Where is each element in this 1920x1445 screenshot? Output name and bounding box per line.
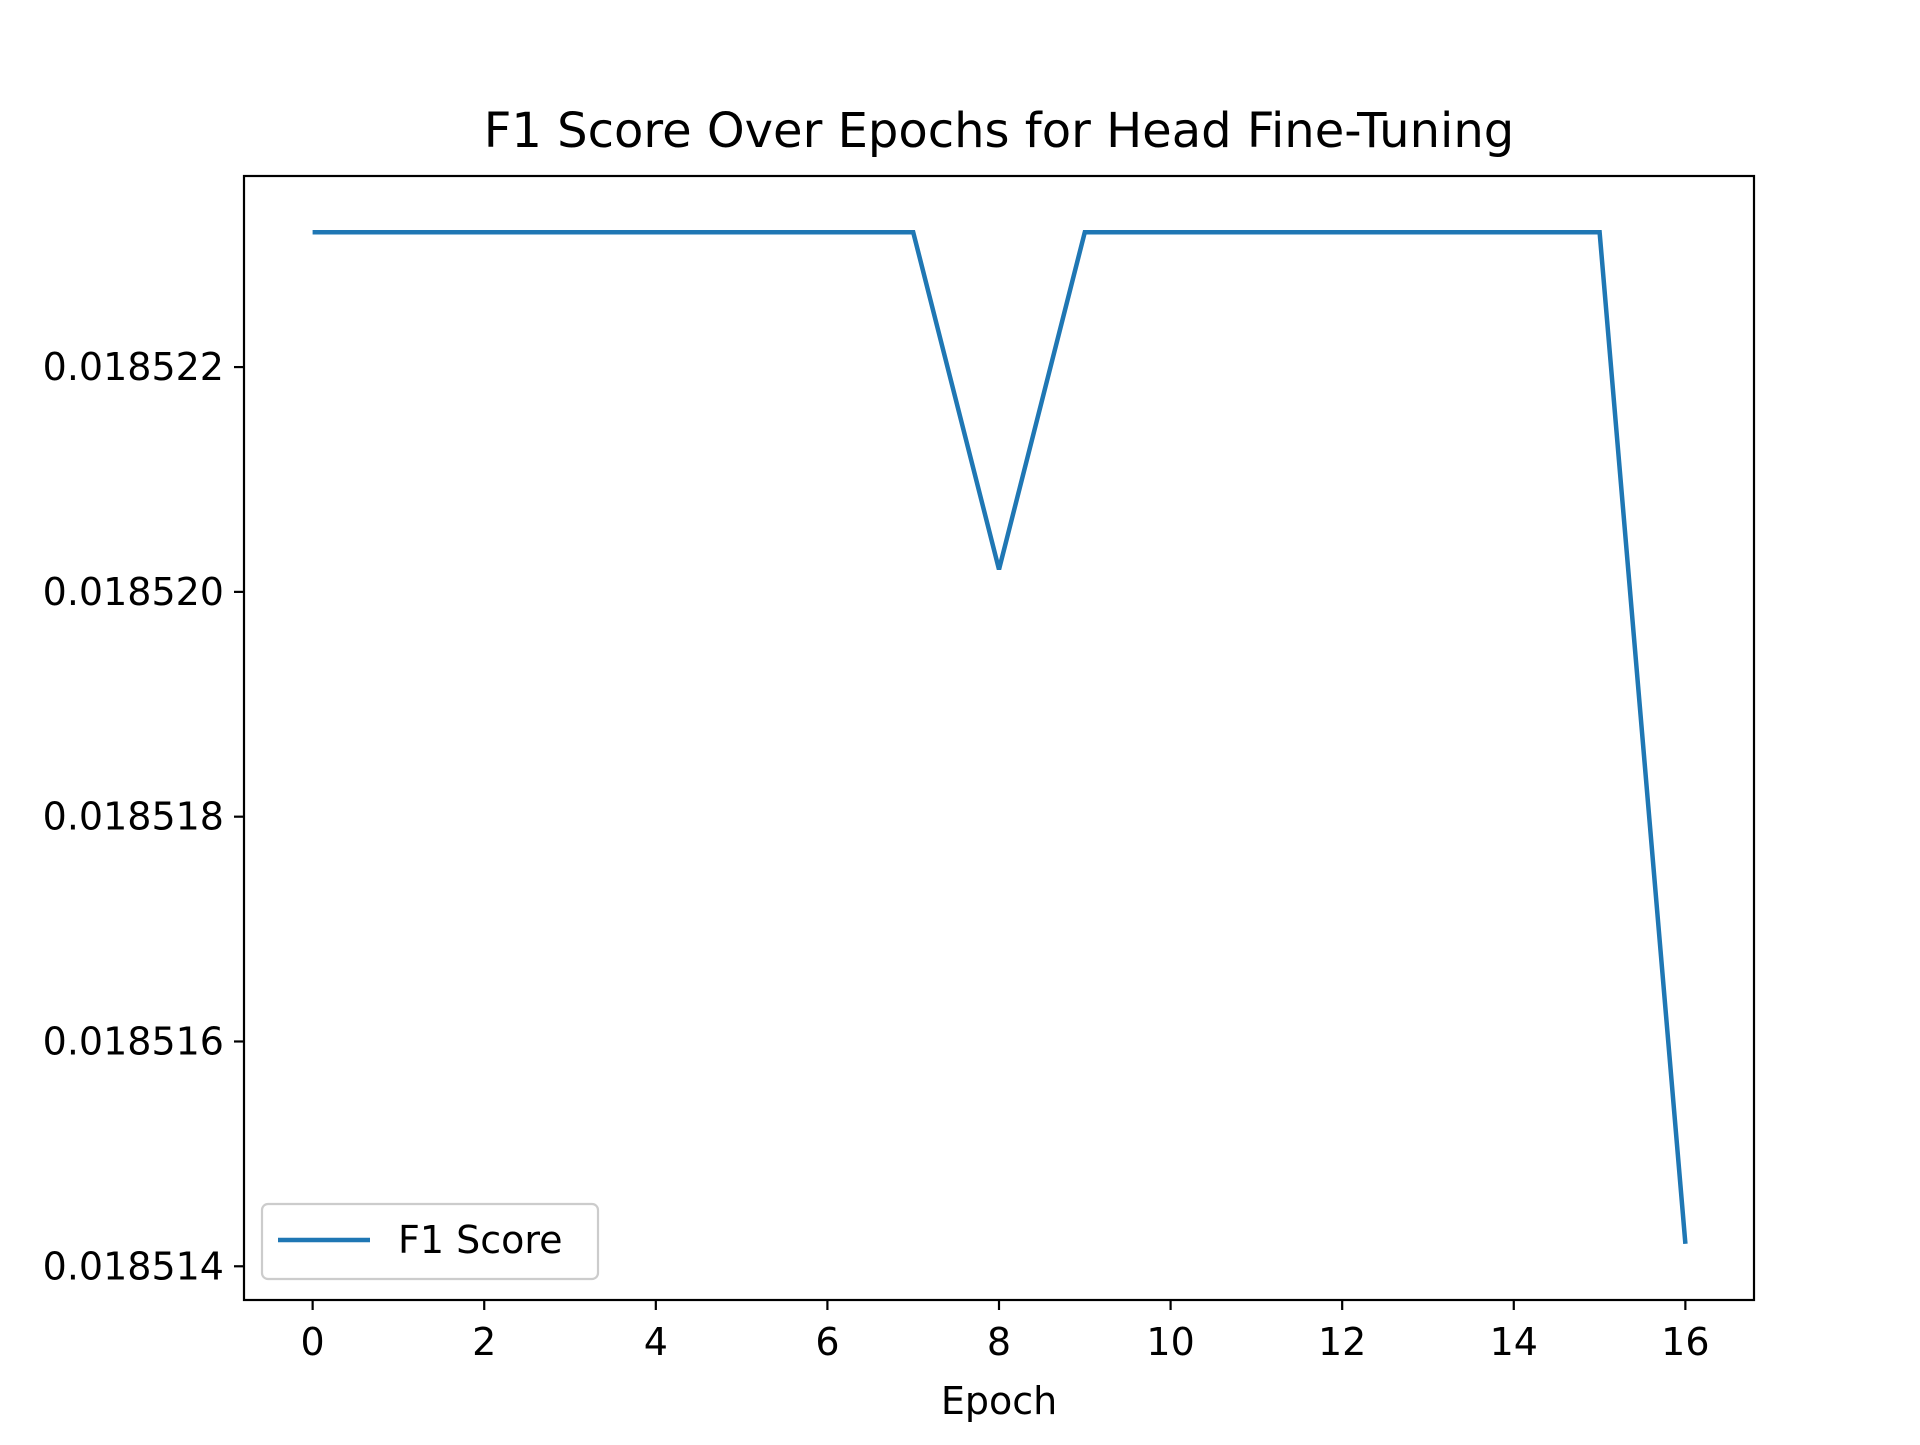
series-line-0 [312, 229, 1688, 1244]
legend: F1 Score [260, 1202, 600, 1281]
plot-area [242, 174, 1756, 1302]
x-axis-label: Epoch [941, 1379, 1057, 1423]
legend-label-f1-score: F1 Score [398, 1218, 563, 1262]
y-tick-label: 0.018516 [43, 1019, 224, 1063]
x-tick-label: 6 [815, 1320, 839, 1364]
y-tick-label: 0.018518 [43, 795, 224, 839]
chart-title: F1 Score Over Epochs for Head Fine-Tunin… [484, 103, 1515, 159]
x-tick-label: 0 [301, 1320, 325, 1364]
x-tick-label: 16 [1661, 1320, 1709, 1364]
y-tick-label: 0.018522 [43, 345, 224, 389]
x-tick-label: 8 [987, 1320, 1011, 1364]
x-tick-label: 4 [644, 1320, 668, 1364]
y-axis: 0.018514 0.018516 0.018518 0.018520 0.018522 [43, 345, 244, 1288]
axes-frame [242, 174, 1756, 1302]
x-tick-label: 12 [1318, 1320, 1366, 1364]
x-axis: 0 2 4 6 8 10 12 14 16 [301, 1300, 1710, 1364]
y-tick-label: 0.018514 [43, 1244, 224, 1288]
x-tick-label: 14 [1490, 1320, 1538, 1364]
x-tick-label: 10 [1146, 1320, 1194, 1364]
x-tick-label: 2 [472, 1320, 496, 1364]
legend-box [260, 1202, 600, 1281]
y-tick-label: 0.018520 [43, 570, 224, 614]
